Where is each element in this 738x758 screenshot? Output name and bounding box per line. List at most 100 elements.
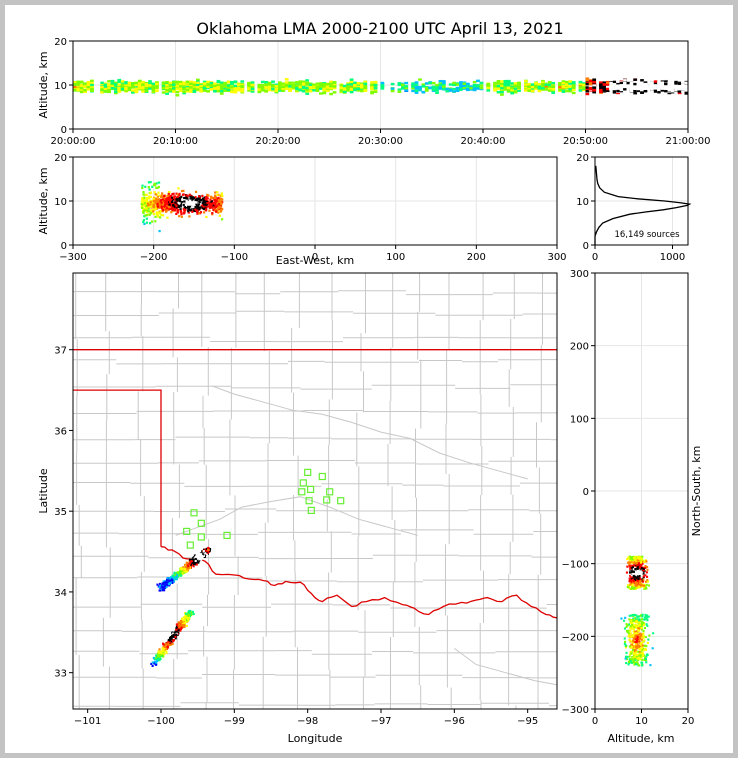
source-bin	[271, 84, 275, 87]
source-bin	[212, 196, 215, 200]
source-bin	[534, 87, 538, 90]
source-bin	[288, 81, 292, 84]
source-bin	[79, 81, 84, 84]
source-bin	[527, 89, 532, 92]
source-bin	[192, 558, 195, 561]
lma-station-marker	[190, 509, 198, 517]
source-bin	[188, 558, 191, 561]
source-bin	[421, 83, 426, 86]
source-bin	[188, 199, 192, 203]
source-bin	[174, 575, 177, 578]
source-bin	[206, 90, 210, 93]
source-bin	[667, 91, 672, 95]
source-bin	[216, 208, 219, 212]
source-bin	[588, 81, 593, 84]
source-bin	[184, 614, 187, 617]
source-bin	[79, 86, 84, 90]
source-bin	[127, 86, 132, 90]
source-bin	[205, 547, 208, 550]
source-bin	[250, 87, 255, 91]
source-bin	[660, 84, 665, 87]
source-bin	[200, 198, 203, 202]
source-bin	[257, 88, 262, 91]
source-bin	[182, 84, 187, 87]
source-bin	[172, 640, 175, 643]
source-bin	[202, 554, 205, 557]
source-bin	[211, 213, 214, 216]
source-bin	[172, 632, 175, 635]
source-bin	[534, 85, 538, 89]
source-bin	[462, 86, 467, 89]
source-bin	[162, 580, 165, 583]
source-bin	[537, 89, 542, 93]
longitude-tick-label: −99	[224, 716, 245, 727]
source-bin	[124, 81, 128, 85]
source-bin	[182, 82, 187, 86]
source-bin	[150, 662, 153, 665]
source-bin	[151, 661, 154, 664]
source-bin	[202, 80, 207, 84]
source-bin	[295, 87, 299, 91]
source-bin	[217, 206, 220, 209]
source-bin	[684, 87, 689, 90]
source-bin	[373, 80, 378, 84]
source-bin	[547, 87, 552, 91]
source-bin	[182, 619, 185, 622]
source-bin	[195, 555, 198, 558]
source-bin	[217, 211, 220, 214]
source-bin	[442, 81, 446, 84]
source-bin	[182, 566, 185, 569]
source-bin	[250, 84, 255, 87]
source-bin	[148, 80, 152, 83]
source-bin	[278, 81, 282, 84]
source-bin	[602, 90, 607, 93]
time-height-x-tick-label: 20:30:00	[358, 136, 403, 147]
source-bin	[110, 79, 115, 83]
lma-station-marker	[223, 531, 231, 540]
source-bin	[602, 86, 607, 89]
source-bin	[558, 83, 562, 87]
source-bin	[401, 83, 405, 86]
source-bin	[158, 194, 162, 197]
source-bin	[171, 579, 174, 582]
source-bin	[165, 579, 168, 582]
source-bin	[163, 194, 166, 198]
source-bin	[418, 87, 422, 90]
source-bin	[164, 204, 167, 207]
source-bin	[189, 562, 192, 565]
source-bin	[349, 86, 354, 89]
source-bin	[267, 81, 272, 85]
source-bin	[198, 198, 201, 201]
source-bin	[152, 210, 155, 213]
source-bin	[565, 89, 569, 93]
source-bin	[188, 208, 191, 211]
source-bin	[240, 85, 245, 89]
source-bin	[411, 82, 415, 85]
source-bin	[167, 197, 170, 201]
source-bin	[182, 81, 187, 84]
source-bin	[585, 87, 590, 91]
source-bin	[190, 560, 193, 563]
source-bin	[188, 615, 191, 618]
source-bin	[240, 80, 245, 83]
source-bin	[167, 642, 170, 645]
source-bin	[363, 82, 368, 86]
source-bin	[183, 570, 186, 573]
source-bin	[220, 192, 223, 195]
source-bin	[322, 85, 327, 88]
source-bin	[606, 85, 610, 89]
source-bin	[193, 204, 196, 207]
source-bin	[356, 85, 361, 88]
source-bin	[588, 84, 593, 87]
source-bin	[183, 571, 186, 574]
source-bin	[103, 83, 108, 86]
source-bin	[198, 556, 201, 559]
source-bin	[173, 205, 176, 208]
source-bin	[184, 612, 187, 615]
source-bin	[211, 196, 214, 199]
source-bin	[414, 89, 419, 92]
source-bin	[151, 86, 156, 89]
source-bin	[90, 87, 94, 91]
source-bin	[175, 85, 180, 88]
source-bin	[124, 86, 128, 90]
